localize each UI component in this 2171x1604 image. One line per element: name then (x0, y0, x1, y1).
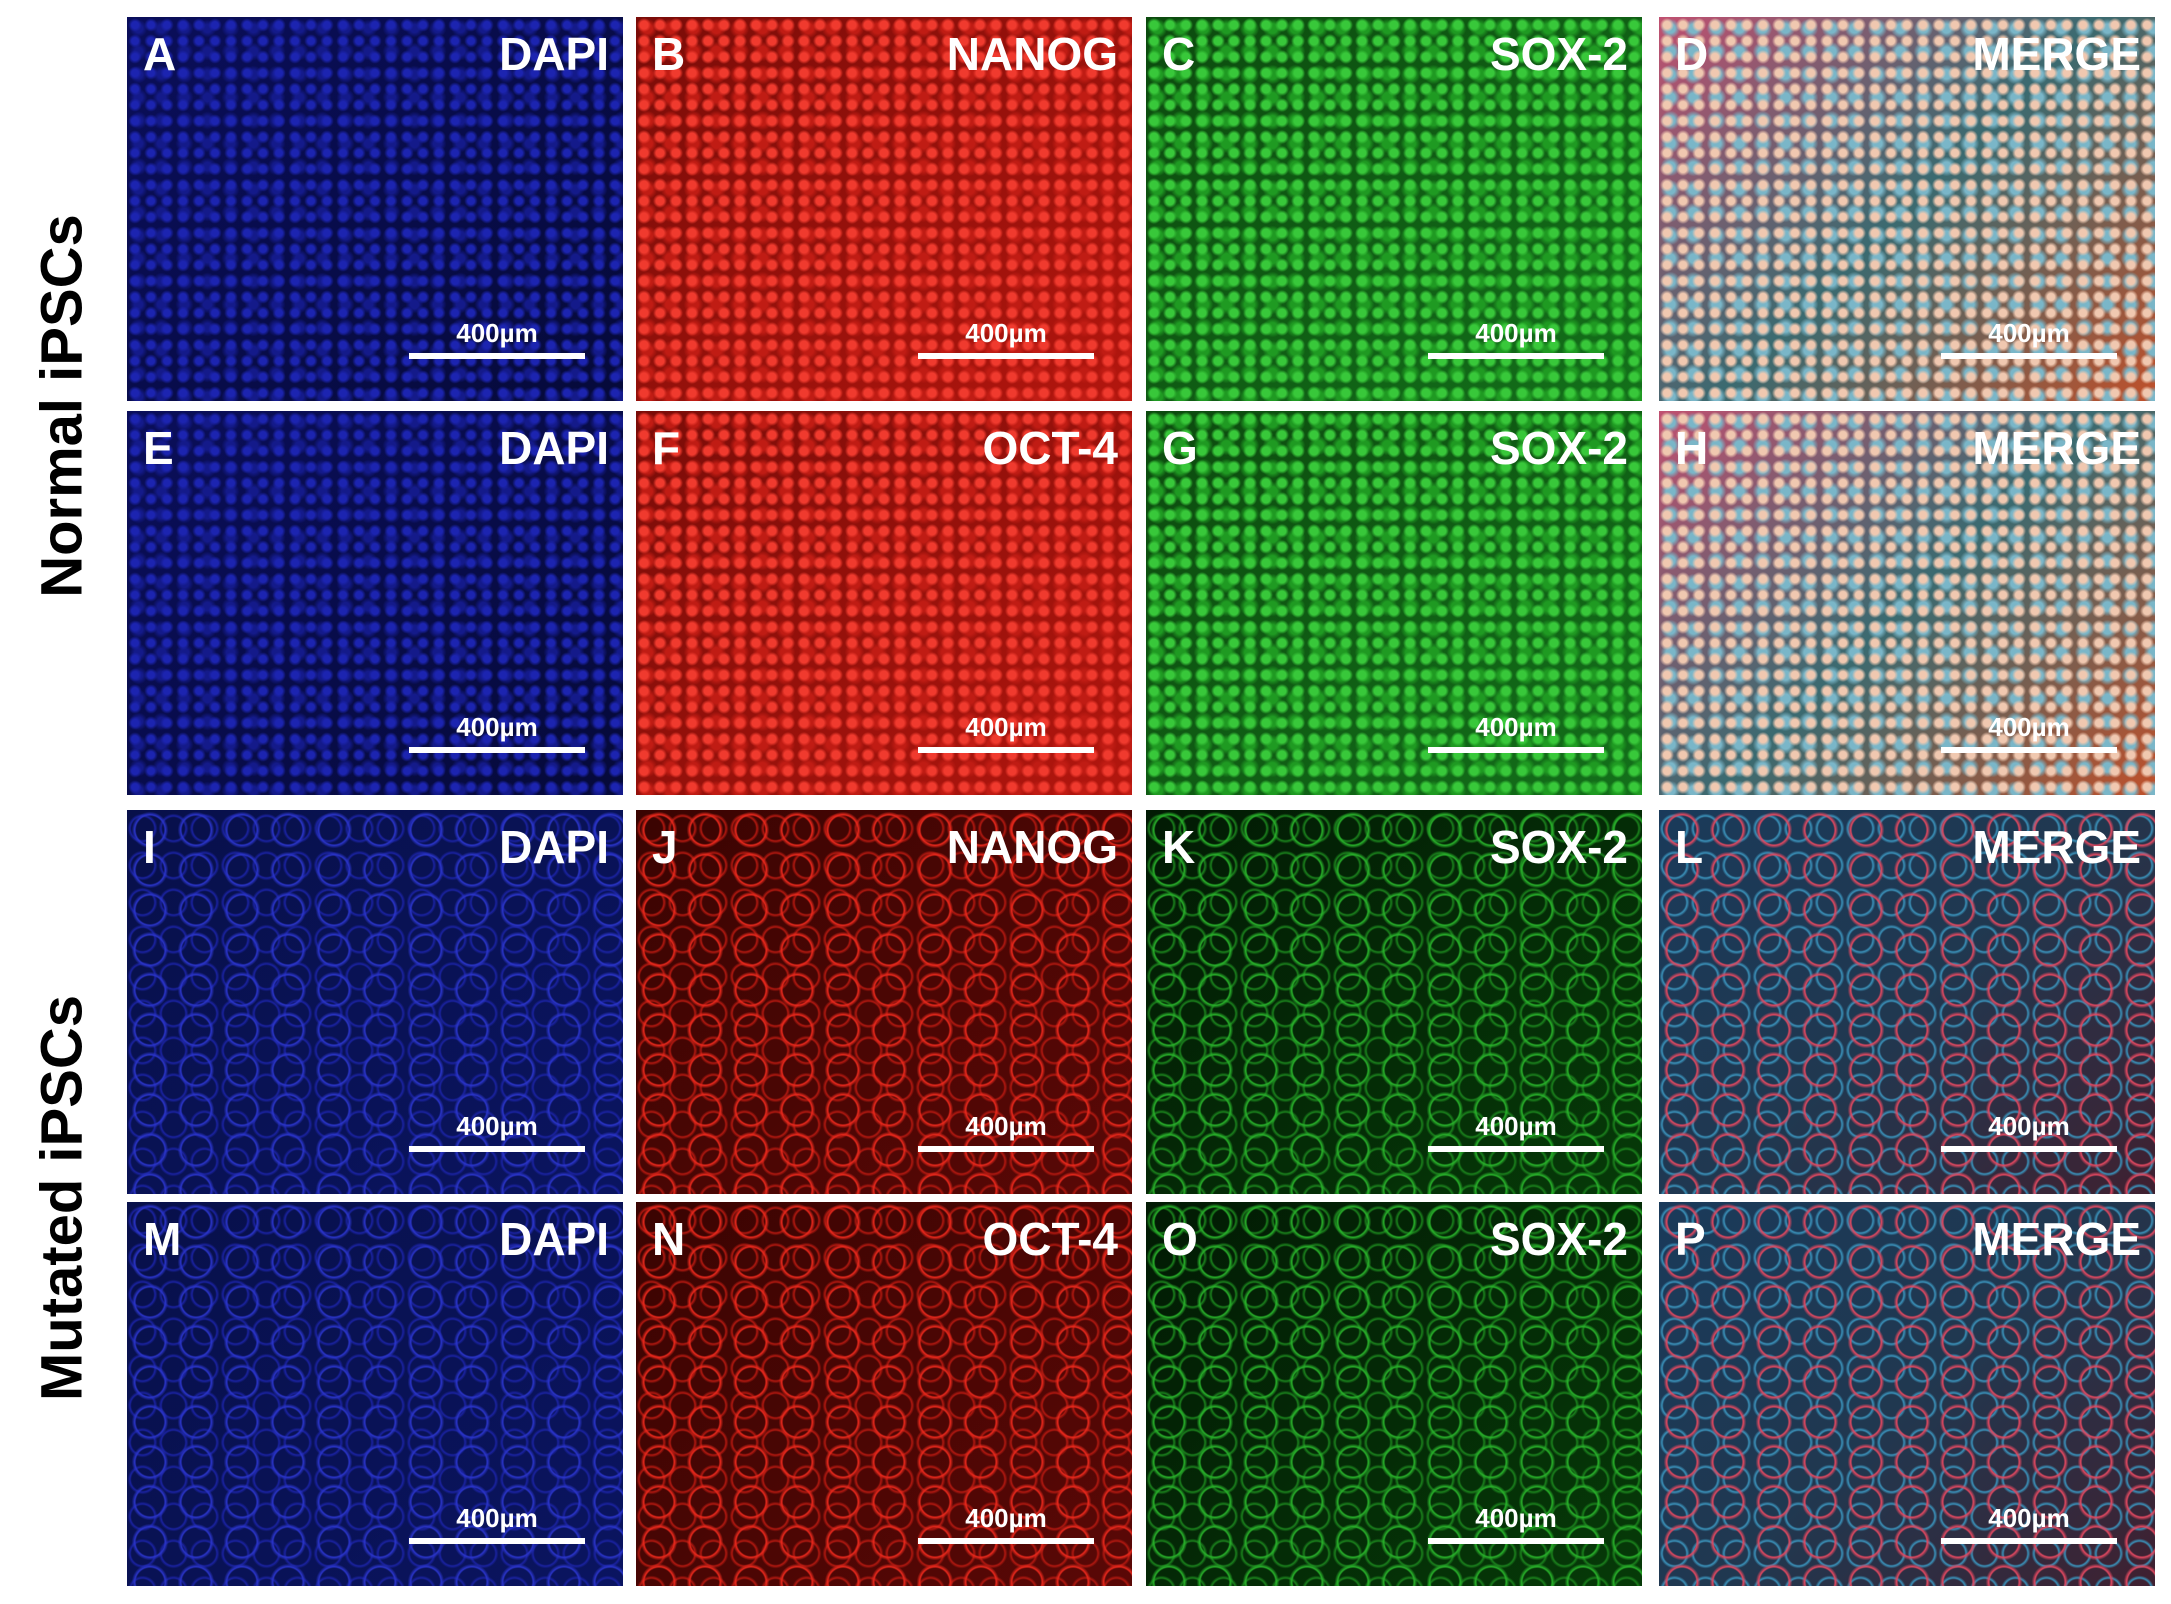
micrograph-panel: J NANOG 400µm (636, 810, 1132, 1194)
scale-label: 400µm (1475, 1111, 1557, 1141)
micrograph-panel: B NANOG 400µm (636, 17, 1132, 401)
scale-label: 400µm (965, 1111, 1047, 1141)
micrograph-panel: C SOX-2 400µm (1146, 17, 1642, 401)
scale-bar (918, 353, 1094, 359)
scale-label: 400µm (1988, 318, 2070, 348)
micrograph-panel: N OCT-4 400µm (636, 1202, 1132, 1586)
scale-label: 400µm (965, 1503, 1047, 1533)
stain-label: SOX-2 (1489, 1213, 1628, 1265)
scale-bar (1428, 1538, 1604, 1544)
stain-label: SOX-2 (1489, 821, 1628, 873)
scale-label: 400µm (1988, 1111, 2070, 1141)
stain-label: OCT-4 (982, 422, 1118, 474)
scale-bar (1941, 353, 2117, 359)
micrograph-panel: L MERGE 400µm (1659, 810, 2155, 1194)
micrograph-panel: F OCT-4 400µm (636, 411, 1132, 795)
micrograph-panel: I DAPI 400µm (127, 810, 623, 1194)
scale-bar (1428, 747, 1604, 753)
stain-label: NANOG (946, 28, 1118, 80)
scale-label: 400µm (456, 318, 538, 348)
stain-label: DAPI (499, 821, 609, 873)
panel-letter: A (143, 28, 177, 80)
micrograph-panel: P MERGE 400µm (1659, 1202, 2155, 1586)
scale-bar (1428, 353, 1604, 359)
stain-label: SOX-2 (1489, 422, 1628, 474)
micrograph-panel: G SOX-2 400µm (1146, 411, 1642, 795)
panel-letter: I (143, 821, 156, 873)
scale-bar (1428, 1146, 1604, 1152)
panel-letter: C (1162, 28, 1196, 80)
scale-bar (409, 747, 585, 753)
scale-bar (409, 1538, 585, 1544)
stain-label: SOX-2 (1489, 28, 1628, 80)
scale-bar (409, 353, 585, 359)
micrograph-panel: E DAPI 400µm (127, 411, 623, 795)
panel-letter: K (1162, 821, 1196, 873)
panel-letter: E (143, 422, 174, 474)
stain-label: OCT-4 (982, 1213, 1118, 1265)
panel-letter: L (1675, 821, 1704, 873)
micrograph-panel: K SOX-2 400µm (1146, 810, 1642, 1194)
scale-bar (918, 1538, 1094, 1544)
scale-label: 400µm (1475, 1503, 1557, 1533)
scale-label: 400µm (1475, 318, 1557, 348)
scale-bar (1941, 1146, 2117, 1152)
micrograph-panel: A DAPI 400µm (127, 17, 623, 401)
scale-label: 400µm (456, 1111, 538, 1141)
scale-label: 400µm (1988, 712, 2070, 742)
micrograph-panel: M DAPI 400µm (127, 1202, 623, 1586)
stain-label: MERGE (1972, 422, 2141, 474)
row-label: Normal iPSCs (29, 214, 95, 598)
stain-label: DAPI (499, 1213, 609, 1265)
panel-letter: P (1675, 1213, 1706, 1265)
panel-letter: J (652, 821, 678, 873)
panel-letter: H (1675, 422, 1709, 474)
scale-label: 400µm (1988, 1503, 2070, 1533)
scale-bar (1941, 747, 2117, 753)
stain-label: MERGE (1972, 821, 2141, 873)
scale-label: 400µm (456, 712, 538, 742)
scale-bar (409, 1146, 585, 1152)
panel-letter: N (652, 1213, 686, 1265)
panel-letter: B (652, 28, 686, 80)
row-label: Mutated iPSCs (29, 994, 95, 1402)
scale-label: 400µm (456, 1503, 538, 1533)
scale-bar (1941, 1538, 2117, 1544)
scale-bar (918, 1146, 1094, 1152)
micrograph-panel: H MERGE 400µm (1659, 411, 2155, 795)
micrograph-panel: D MERGE 400µm (1659, 17, 2155, 401)
micrograph-panel: O SOX-2 400µm (1146, 1202, 1642, 1586)
stain-label: NANOG (946, 821, 1118, 873)
panel-letter: G (1162, 422, 1198, 474)
panel-letter: F (652, 422, 681, 474)
stain-label: DAPI (499, 28, 609, 80)
panel-letter: M (143, 1213, 182, 1265)
scale-label: 400µm (965, 712, 1047, 742)
stain-label: MERGE (1972, 28, 2141, 80)
scale-bar (918, 747, 1094, 753)
scale-label: 400µm (1475, 712, 1557, 742)
stain-label: MERGE (1972, 1213, 2141, 1265)
panel-letter: O (1162, 1213, 1198, 1265)
stain-label: DAPI (499, 422, 609, 474)
panel-letter: D (1675, 28, 1709, 80)
scale-label: 400µm (965, 318, 1047, 348)
